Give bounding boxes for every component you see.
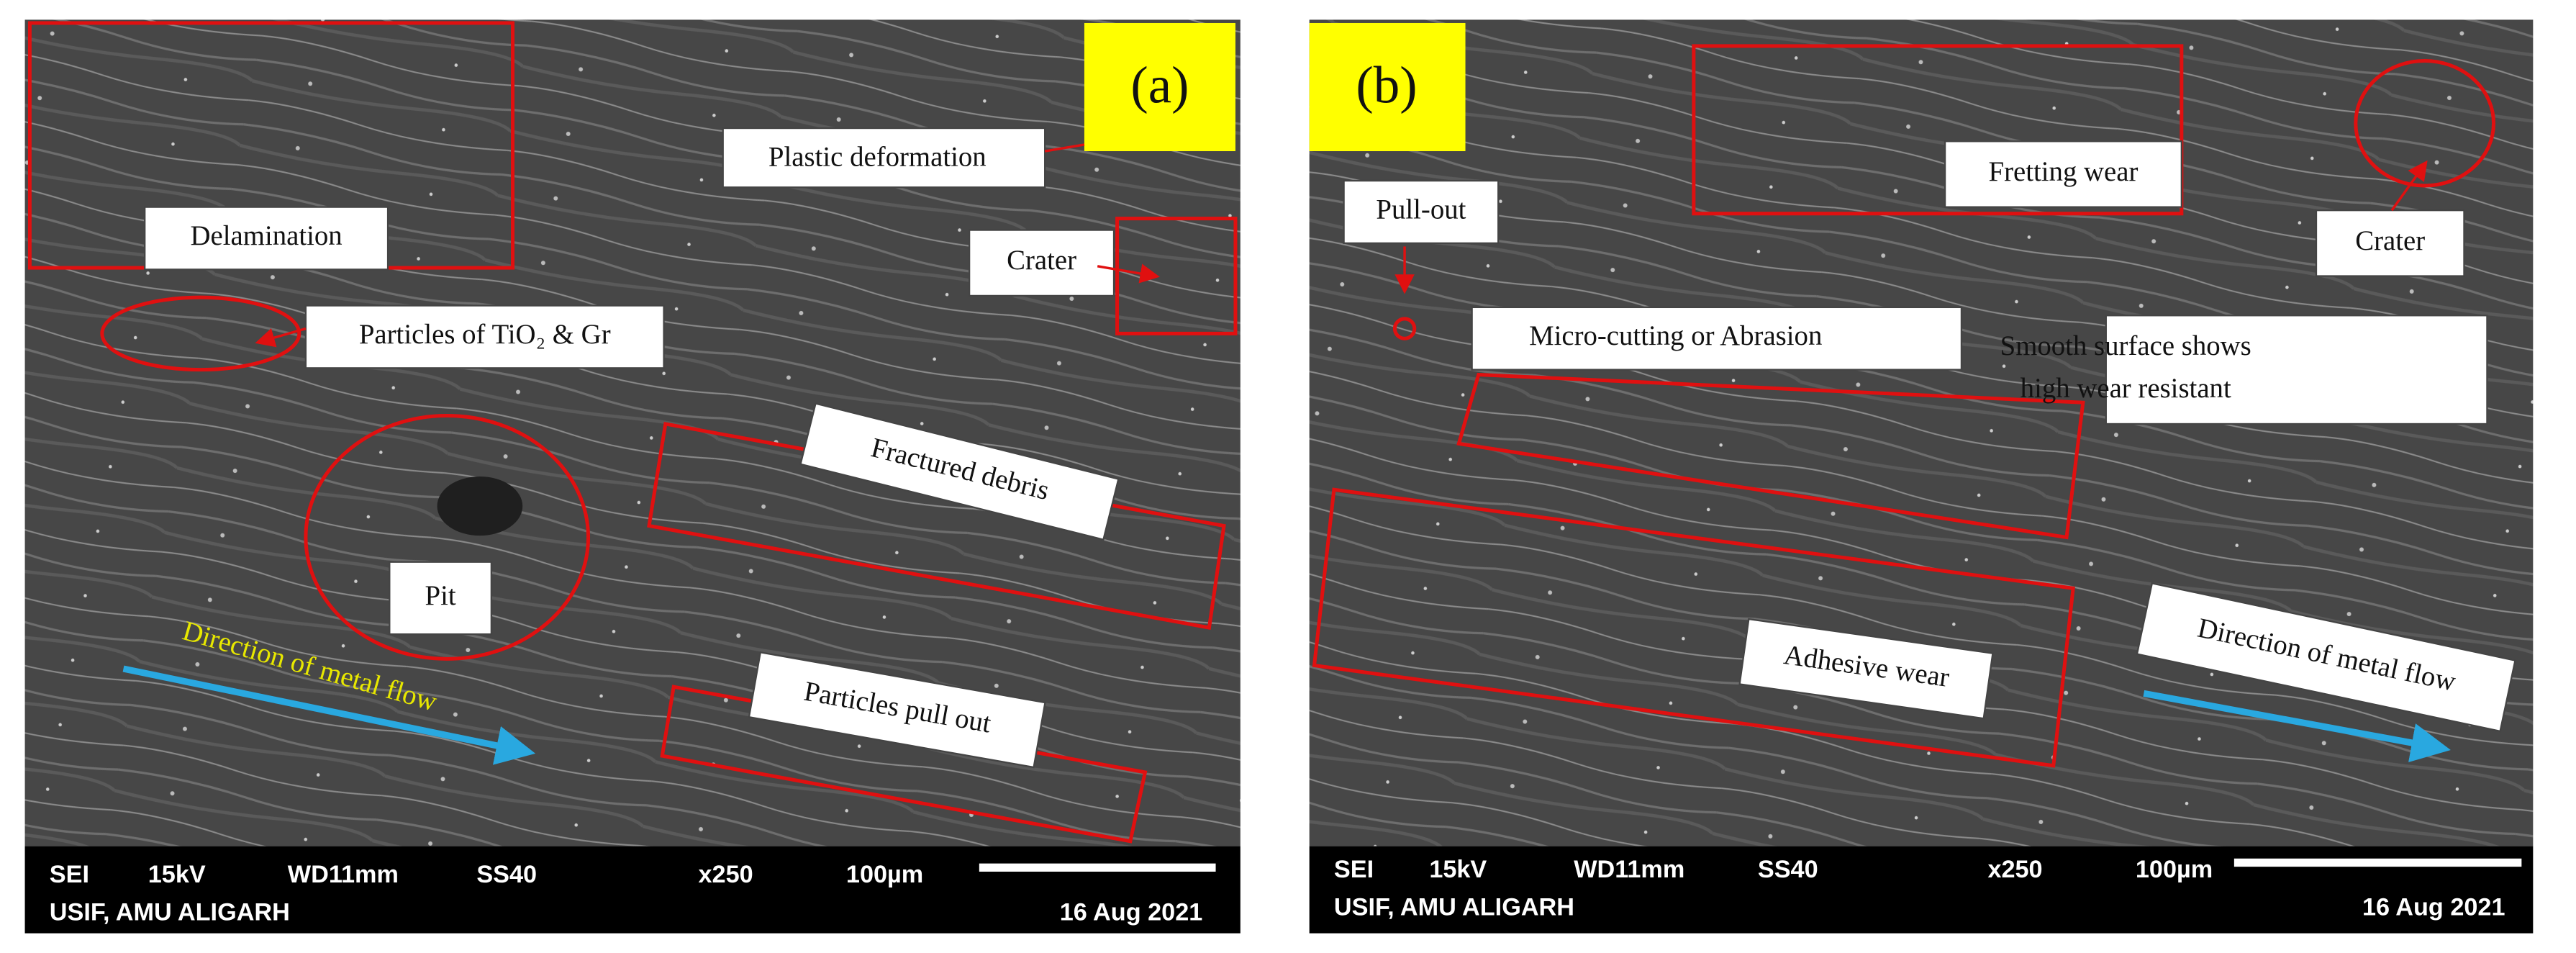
label-box — [389, 561, 493, 636]
annotation: Pull-out — [1376, 194, 1466, 225]
label-box — [799, 402, 1120, 541]
label-box — [722, 127, 1046, 189]
micrograph — [24, 19, 1241, 846]
annotation: Fretting wear — [1988, 156, 2138, 187]
info: WD11mm — [1574, 856, 1684, 883]
label-box — [969, 229, 1115, 297]
label-box — [1471, 306, 1963, 371]
label-box — [1944, 140, 2182, 208]
panel-b: (b) Fretting wear Crater Pull-out Micro-… — [1309, 19, 2534, 934]
info: SS40 — [1758, 856, 1818, 883]
panel-label: (a) — [1130, 55, 1189, 114]
pit-dark — [437, 476, 523, 536]
arrow — [2143, 690, 2451, 762]
region — [1692, 44, 2184, 216]
info: 15kV — [148, 861, 206, 888]
panel-a: (a) Delamination Plastic deformation Cra… — [24, 19, 1241, 934]
label-box — [304, 304, 665, 369]
info: WD11mm — [288, 861, 399, 888]
label-group: Adhesive wear — [1738, 618, 1994, 720]
label-box — [2105, 315, 2488, 425]
info: USIF, AMU ALIGARH — [1334, 893, 1574, 921]
info: 16 Aug 2021 — [1060, 898, 1203, 926]
annotation: Plastic deformation — [768, 141, 987, 172]
label-box — [2136, 582, 2516, 733]
region — [100, 295, 301, 372]
label-box — [1084, 22, 1235, 152]
annotation: high wear resistant — [2021, 373, 2231, 404]
info: x250 — [698, 861, 753, 888]
label-box — [2315, 209, 2465, 277]
panel-label: (b) — [1356, 55, 1417, 114]
annotation: Particles of TiO₂ & Gr — [359, 319, 611, 350]
label-box — [748, 651, 1046, 769]
label-box — [1343, 179, 1500, 244]
label-box — [1309, 22, 1466, 152]
info: USIF, AMU ALIGARH — [50, 898, 290, 926]
info: SEI — [50, 861, 89, 888]
info: 100µm — [2136, 856, 2213, 883]
annotation: Crater — [1007, 245, 1076, 276]
annotation: Smooth surface shows — [2000, 330, 2251, 361]
region — [1392, 317, 1417, 340]
info: SS40 — [476, 861, 537, 888]
arrow — [122, 665, 536, 765]
micrograph — [1309, 19, 2534, 846]
annotation: Delamination — [191, 220, 343, 251]
leader — [1044, 143, 1085, 153]
arrow — [1097, 263, 1160, 284]
info: x250 — [1987, 856, 2042, 883]
label-box — [1738, 618, 1994, 720]
annotation: Micro-cutting or Abrasion — [1529, 320, 1822, 351]
annotation: Pit — [425, 580, 456, 611]
info: 16 Aug 2021 — [2362, 893, 2505, 921]
arrow — [255, 327, 307, 348]
info: 100µm — [846, 861, 923, 888]
region — [1312, 487, 2075, 768]
label-box — [144, 206, 389, 271]
annotation: Crater — [2355, 225, 2425, 256]
arrow — [2390, 160, 2428, 212]
region — [1115, 217, 1238, 335]
info: SEI — [1334, 856, 1374, 883]
region — [304, 414, 591, 661]
info-bar — [24, 846, 1241, 934]
region — [2354, 58, 2496, 188]
info: 15kV — [1429, 856, 1487, 883]
region — [1456, 372, 2085, 540]
